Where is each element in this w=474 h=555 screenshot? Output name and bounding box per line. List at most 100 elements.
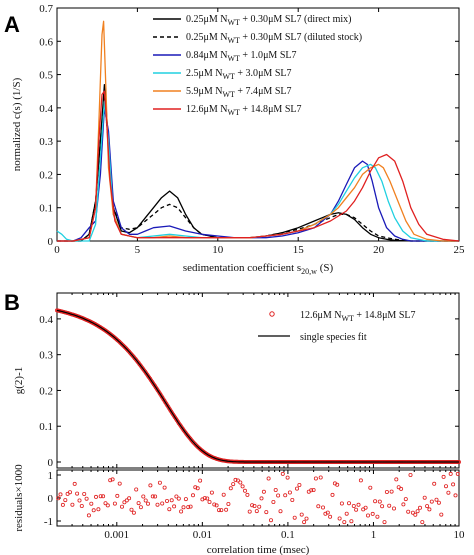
residual-point — [115, 493, 120, 498]
residual-point — [285, 475, 290, 480]
residual-point — [330, 492, 335, 497]
x-tick-label: 25 — [454, 244, 466, 256]
data-point — [191, 440, 196, 445]
y-tick-label: 0.2 — [39, 169, 53, 181]
panel-b-frame — [56, 292, 460, 469]
residual-point — [261, 489, 266, 494]
residual-point — [283, 493, 288, 498]
residual-point — [399, 486, 404, 491]
residuals-frame — [56, 469, 460, 527]
residual-point — [120, 504, 125, 509]
residual-point — [162, 485, 167, 490]
residual-point — [235, 478, 240, 483]
residual-point — [413, 512, 418, 517]
y-tick-label: 0.2 — [39, 385, 53, 397]
residual-point — [271, 499, 276, 504]
residual-point — [214, 503, 219, 508]
residual-point — [141, 494, 146, 499]
residual-point — [155, 502, 160, 507]
legend-label-data: 12.6μM NWT + 14.8μM SL7 — [300, 310, 416, 323]
residual-point — [394, 477, 399, 482]
residual-point — [391, 506, 396, 511]
residual-point — [68, 490, 73, 495]
y-tick-label: 0.6 — [39, 36, 53, 48]
residual-point — [72, 481, 77, 486]
panel-b-label: B — [4, 290, 20, 315]
residual-point — [176, 496, 181, 501]
residual-point — [453, 493, 458, 498]
residual-point — [320, 505, 325, 510]
x-axis-label: correlation time (msec) — [207, 544, 310, 555]
residual-point — [346, 501, 351, 506]
panel-a-legend: 0.25μM NWT + 0.30μM SL7 (direct mix) 0.25… — [153, 14, 362, 117]
x-tick-label: 0 — [54, 244, 60, 256]
residual-point — [443, 484, 448, 489]
residual-point — [110, 477, 115, 482]
residual-point — [264, 510, 269, 515]
residual-point — [89, 501, 94, 506]
residual-point — [63, 498, 68, 503]
panel-b-legend: 12.6μM NWT + 14.8μM SL7 single species fi… — [258, 310, 416, 343]
resid-tick-label: 0 — [48, 493, 54, 505]
residual-point — [420, 520, 425, 525]
y-axis-label: g(2)-1 — [13, 367, 25, 395]
residual-point — [441, 474, 446, 479]
x-tick-label: 0.1 — [281, 529, 295, 541]
residual-point — [247, 509, 252, 514]
residual-point — [370, 511, 375, 516]
legend-label-3: 0.84μM NWT + 1.0μM SL7 — [186, 50, 297, 63]
y-tick-label: 0.5 — [39, 70, 53, 82]
residual-point — [280, 471, 285, 476]
residual-point — [410, 510, 415, 515]
y-tick-label: 0.4 — [39, 314, 53, 326]
residual-point — [153, 494, 158, 499]
residual-point — [276, 493, 281, 498]
residual-point — [387, 503, 392, 508]
residual-point — [408, 472, 413, 477]
x-tick-label: 5 — [135, 244, 141, 256]
residual-point — [311, 487, 316, 492]
panel-a-axes: 0 5 10 15 20 25 0 0.1 0.2 0.3 0.4 0.5 0.6 0.7 sediment… — [11, 3, 465, 276]
residual-point — [373, 499, 378, 504]
residual-point — [294, 486, 299, 491]
residual-point — [451, 482, 456, 487]
residual-point — [448, 471, 453, 476]
panel-b-series — [55, 308, 461, 525]
residual-point — [432, 481, 437, 486]
residual-point — [290, 497, 295, 502]
residual-point — [188, 504, 193, 509]
y-axis-label: normalized c(s) (1/S) — [11, 77, 23, 171]
residual-point — [328, 514, 333, 519]
residual-point — [335, 482, 340, 487]
residual-point — [228, 486, 233, 491]
residual-point — [302, 520, 307, 525]
residual-point — [278, 509, 283, 514]
residual-point — [103, 501, 108, 506]
residual-point — [356, 502, 361, 507]
residual-point — [117, 481, 122, 486]
residual-point — [344, 511, 349, 516]
residual-point — [250, 503, 255, 508]
residual-point — [226, 501, 231, 506]
resid-tick-label: -1 — [44, 516, 53, 528]
residual-point — [77, 498, 82, 503]
y-tick-label: 0.1 — [39, 203, 53, 215]
residual-point — [136, 501, 141, 506]
residual-point — [351, 503, 356, 508]
residual-point — [382, 520, 387, 525]
panel-a-label: A — [4, 12, 20, 37]
legend-swatch-data — [269, 311, 275, 317]
residual-point — [425, 504, 430, 509]
residual-point — [377, 499, 382, 504]
residual-point — [318, 475, 323, 480]
residual-point — [439, 512, 444, 517]
residual-point — [358, 478, 363, 483]
x-tick-label: 0.001 — [104, 529, 129, 541]
residual-point — [245, 492, 250, 497]
residual-point — [94, 494, 99, 499]
residual-point — [266, 476, 271, 481]
y-tick-label: 0.4 — [39, 103, 53, 115]
legend-label-fit: single species fit — [300, 332, 367, 343]
residual-point — [79, 503, 84, 508]
y-tick-label: 0 — [48, 236, 54, 248]
